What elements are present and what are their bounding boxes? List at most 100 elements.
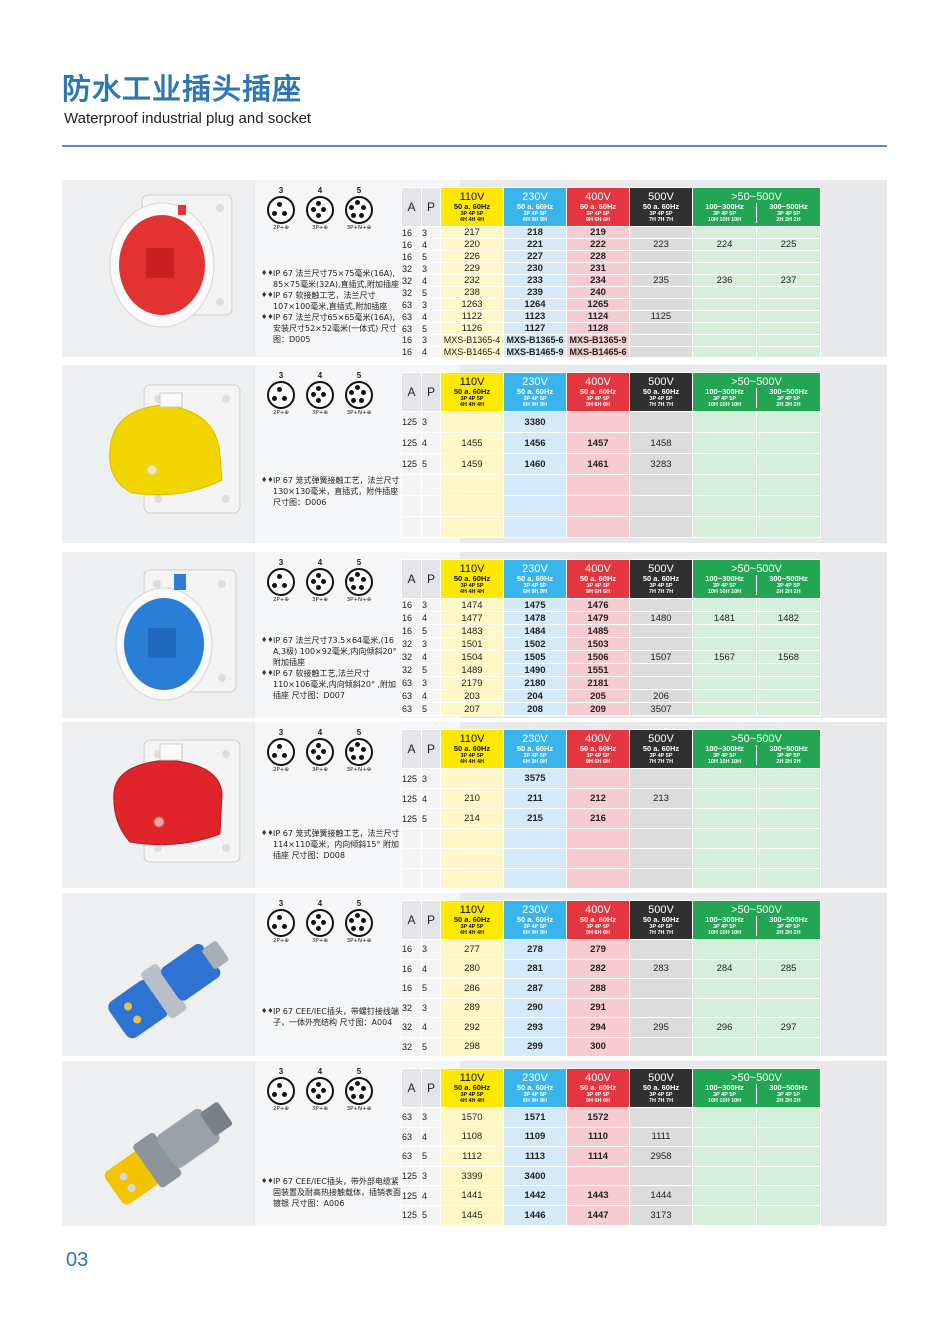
pin-config-label: 3P+N+⊕ (346, 597, 372, 603)
part-number-cell (629, 1036, 693, 1057)
pin-count: 5 (356, 1067, 362, 1076)
part-number-cell: 1482 (756, 611, 821, 625)
pole-cell: 5 (421, 808, 441, 829)
part-number-cell (692, 868, 757, 889)
pin-config-label: 2P+⊕ (272, 225, 290, 231)
part-number-cell: 290 (503, 997, 567, 1018)
bullet-icon: ♦♦ (261, 636, 274, 644)
part-number-cell: 220 (440, 238, 504, 251)
part-number-cell: 227 (503, 250, 567, 263)
part-number-cell (503, 848, 567, 869)
table-row (401, 495, 821, 517)
pole-cell: 5 (421, 250, 441, 263)
part-number-cell (692, 516, 757, 538)
part-number-cell: 2181 (566, 676, 630, 690)
part-number-cell (629, 978, 693, 999)
part-number-cell: 1124 (566, 310, 630, 323)
part-number-cell (756, 495, 821, 517)
part-number-cell: 1113 (503, 1146, 567, 1167)
part-number-cell (566, 474, 630, 496)
part-number-cell (756, 1165, 821, 1187)
part-number-cell (756, 637, 821, 651)
pin-diagram-p4: 4 3P+⊕ (300, 1067, 340, 1112)
amp-cell: 16 (401, 334, 422, 347)
part-number-cell (692, 828, 757, 849)
part-number-cell: 1127 (503, 322, 567, 335)
pin-diagram-p5: 5 3P+N+⊕ (339, 371, 379, 416)
table-row: 125 5 1459 1460 1461 3283 (401, 453, 821, 475)
amp-cell: 16 (401, 238, 422, 251)
part-number-cell (756, 1204, 821, 1226)
pole-cell: 3 (421, 637, 441, 651)
pin-config-label: 3P+⊕ (311, 767, 329, 773)
table-row: 32 4 292 293 294 295 296 297 (401, 1017, 821, 1038)
part-number-cell: 215 (503, 808, 567, 829)
pin-face-icon (306, 381, 334, 409)
pin-face-icon (306, 1077, 334, 1105)
table-row: 32 3 229 230 231 (401, 262, 821, 275)
pole-cell: 5 (421, 322, 441, 335)
pin-count: 5 (356, 186, 362, 195)
part-number-cell: 1265 (566, 298, 630, 311)
header-p: P (421, 729, 441, 769)
part-number-cell (440, 768, 504, 789)
part-number-cell: 1505 (503, 650, 567, 664)
pole-cell: 4 (421, 611, 441, 625)
part-number-cell (692, 334, 757, 347)
pin-config-label: 3P+⊕ (311, 225, 329, 231)
part-number-cell: 282 (566, 958, 630, 979)
part-number-cell: 284 (692, 958, 757, 979)
amp-cell: 32 (401, 650, 422, 664)
part-number-cell: 2180 (503, 676, 567, 690)
part-number-cell: 1474 (440, 598, 504, 612)
amp-cell: 63 (401, 676, 422, 690)
header-230v: 230V 50 a. 60Hz 3P 4P 5P 6H 9H 9H (503, 559, 567, 599)
part-number-cell: 229 (440, 262, 504, 275)
part-number-cell: 281 (503, 958, 567, 979)
part-number-cell (756, 788, 821, 809)
part-number-cell (566, 848, 630, 869)
header-230v: 230V 50 a. 60Hz 3P 4P 5P 6H 9H 9H (503, 372, 567, 412)
pole-cell: 4 (421, 689, 441, 703)
part-number-cell: 297 (756, 1017, 821, 1038)
part-number-cell (440, 828, 504, 849)
table-row: 16 5 1483 1484 1485 (401, 624, 821, 638)
part-number-cell (629, 262, 693, 275)
part-number-cell: 1551 (566, 663, 630, 677)
spec-note-text: IP 67 软接触工艺,法兰尺寸110×106毫米,内向倾斜20° ,附加插座 … (273, 669, 397, 700)
pole-cell (421, 474, 441, 496)
pin-config-label: 2P+⊕ (272, 597, 290, 603)
part-number-cell (440, 411, 504, 433)
header-p: P (421, 900, 441, 940)
part-number-cell (756, 1107, 821, 1128)
part-number-cell (692, 322, 757, 335)
part-number-cell: 230 (503, 262, 567, 275)
part-number-cell: 278 (503, 939, 567, 960)
pin-diagram-p5: 5 3P+N+⊕ (339, 186, 379, 231)
part-number-cell (629, 286, 693, 299)
part-number-cell: 1112 (440, 1146, 504, 1167)
part-number-cell (566, 411, 630, 433)
pin-face-icon (267, 568, 295, 596)
spec-notes: ♦♦ IP 67 笼式弹簧接触工艺，法兰尺寸114×110毫米，内向倾斜15° 附… (261, 828, 401, 861)
pin-count: 3 (278, 899, 284, 908)
table-row: 32 5 238 239 240 (401, 286, 821, 299)
table-row (401, 848, 821, 869)
part-number-cell: 295 (629, 1017, 693, 1038)
part-number-cell (566, 516, 630, 538)
part-number-cell: 224 (692, 238, 757, 251)
amp-cell (401, 848, 422, 869)
amp-cell (401, 495, 422, 517)
part-number-cell (629, 226, 693, 239)
part-number-cell: MXS-B1365-6 (503, 334, 567, 347)
header-500v: 500V 50 a. 60Hz 3P 4P 5P 7H 7H 7H (629, 372, 693, 412)
table-row: 125 4 210 211 212 213 (401, 788, 821, 809)
part-number-cell (629, 598, 693, 612)
part-number-cell: 1128 (566, 322, 630, 335)
part-number-cell (566, 828, 630, 849)
amp-cell: 32 (401, 997, 422, 1018)
part-number-cell: 1122 (440, 310, 504, 323)
title-divider (62, 145, 887, 147)
pin-config-label: 3P+N+⊕ (346, 938, 372, 944)
pin-count: 3 (278, 1067, 284, 1076)
